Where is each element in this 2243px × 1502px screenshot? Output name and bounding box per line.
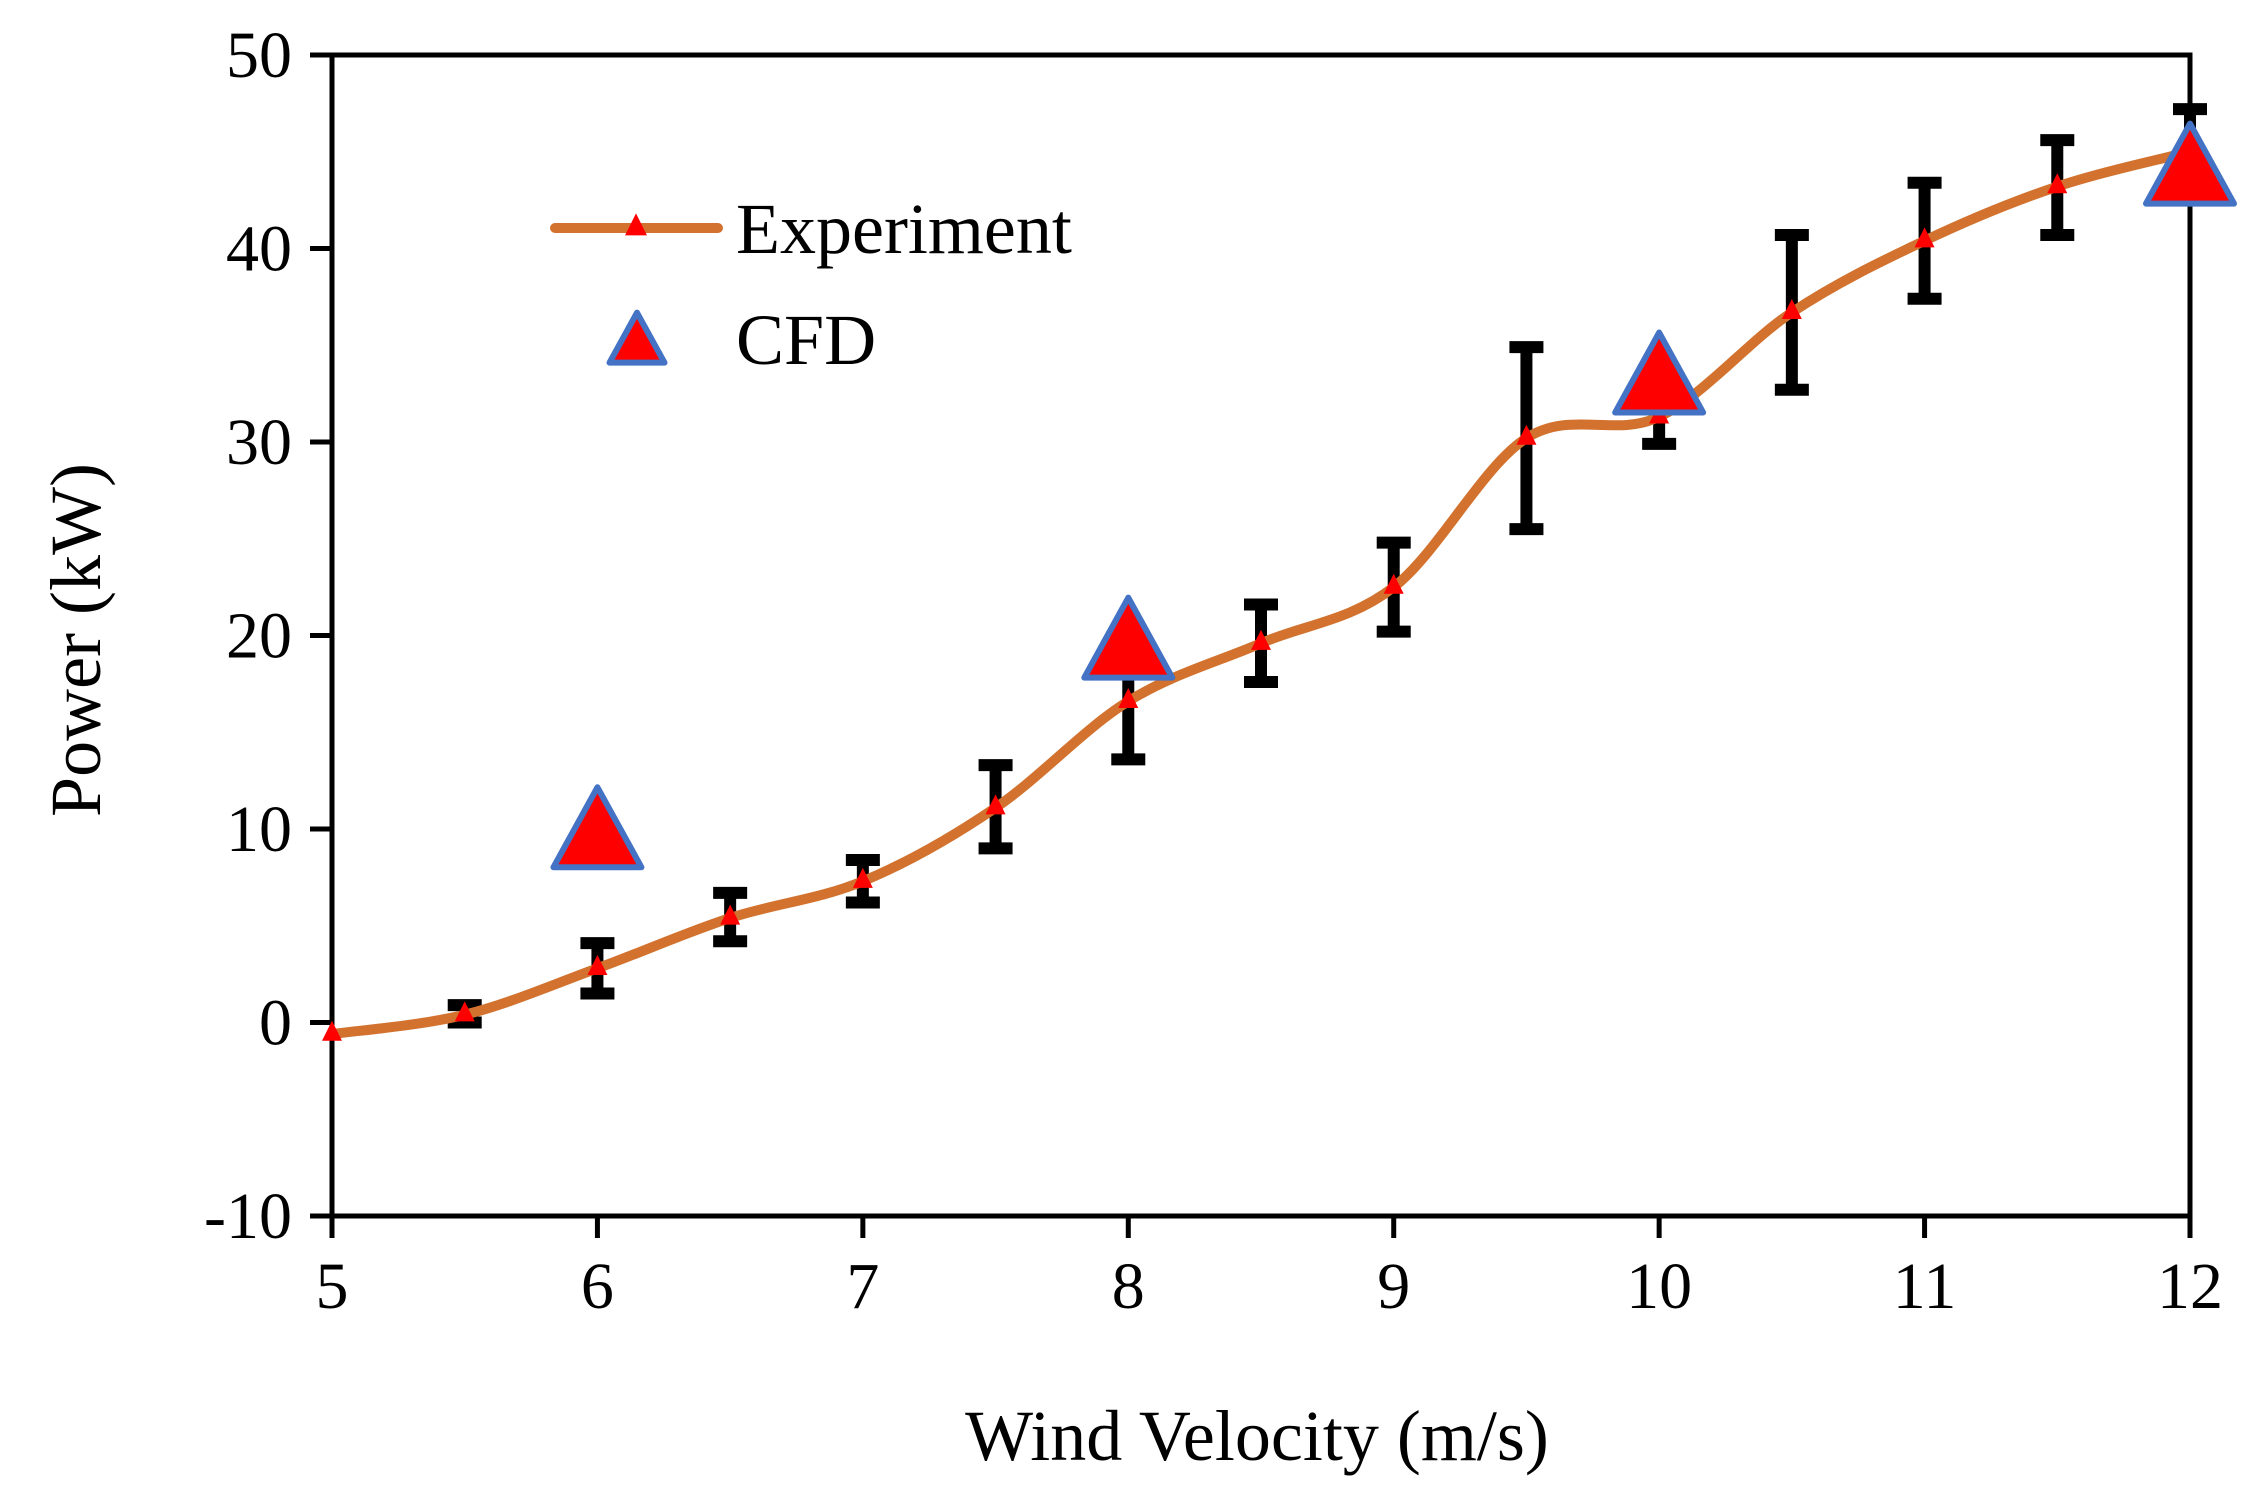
experiment-marker — [1914, 227, 1935, 248]
y-tick-label: 50 — [226, 19, 292, 92]
axes: -10 0 10 20 30 40 50 5 6 7 8 9 10 11 12 — [204, 19, 2223, 1323]
experiment-marker — [322, 1020, 342, 1041]
x-tick-label: 9 — [1377, 1250, 1410, 1323]
x-tick-label: 11 — [1893, 1250, 1957, 1323]
experiment-marker — [852, 867, 873, 888]
x-axis-title: Wind Velocity (m/s) — [965, 1396, 1549, 1476]
x-tick-label: 5 — [316, 1250, 349, 1323]
experiment-line — [327, 146, 2195, 1040]
legend-experiment-marker — [625, 213, 647, 236]
legend-cfd-label: CFD — [736, 300, 876, 380]
experiment-marker — [1118, 687, 1139, 708]
x-tick-label: 8 — [1112, 1250, 1145, 1323]
y-tick-label: 10 — [226, 793, 292, 866]
series-layer — [322, 103, 2237, 1041]
legend: Experiment CFD — [550, 189, 1072, 380]
experiment-marker — [454, 1001, 475, 1022]
y-tick-label: 20 — [226, 600, 292, 673]
y-axis-title: Power (kW) — [36, 463, 116, 817]
cfd-marker — [1612, 329, 1707, 416]
experiment-marker — [720, 904, 741, 925]
y-tick-label: 0 — [259, 987, 292, 1060]
y-tick-label: 40 — [226, 213, 292, 286]
experiment-marker — [587, 954, 608, 975]
x-tick-label: 10 — [1626, 1250, 1692, 1323]
legend-experiment-label: Experiment — [736, 189, 1072, 269]
experiment-marker — [985, 794, 1006, 815]
experiment-marker — [1516, 424, 1537, 445]
x-tick-label: 12 — [2157, 1250, 2223, 1323]
x-tick-label: 7 — [846, 1250, 879, 1323]
experiment-marker — [2047, 173, 2068, 194]
legend-cfd-marker — [606, 309, 668, 366]
experiment-marker — [1781, 299, 1802, 320]
cfd-marker — [550, 784, 645, 871]
cfd-marker — [2143, 120, 2237, 207]
x-tick-label: 6 — [581, 1250, 614, 1323]
y-tick-label: 30 — [226, 406, 292, 479]
y-tick-label: -10 — [204, 1180, 292, 1253]
experiment-marker — [1251, 629, 1271, 650]
cfd-marker — [1081, 594, 1176, 681]
experiment-marker — [1383, 573, 1404, 594]
